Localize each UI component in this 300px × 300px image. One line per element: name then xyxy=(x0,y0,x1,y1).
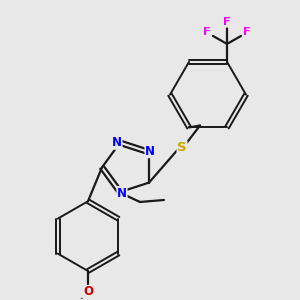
Text: F: F xyxy=(243,27,251,37)
Text: S: S xyxy=(177,141,187,154)
Text: N: N xyxy=(117,187,127,200)
Text: O: O xyxy=(83,285,93,298)
Text: N: N xyxy=(112,136,122,149)
Text: F: F xyxy=(223,17,231,27)
Text: N: N xyxy=(145,145,155,158)
Text: F: F xyxy=(203,27,211,37)
